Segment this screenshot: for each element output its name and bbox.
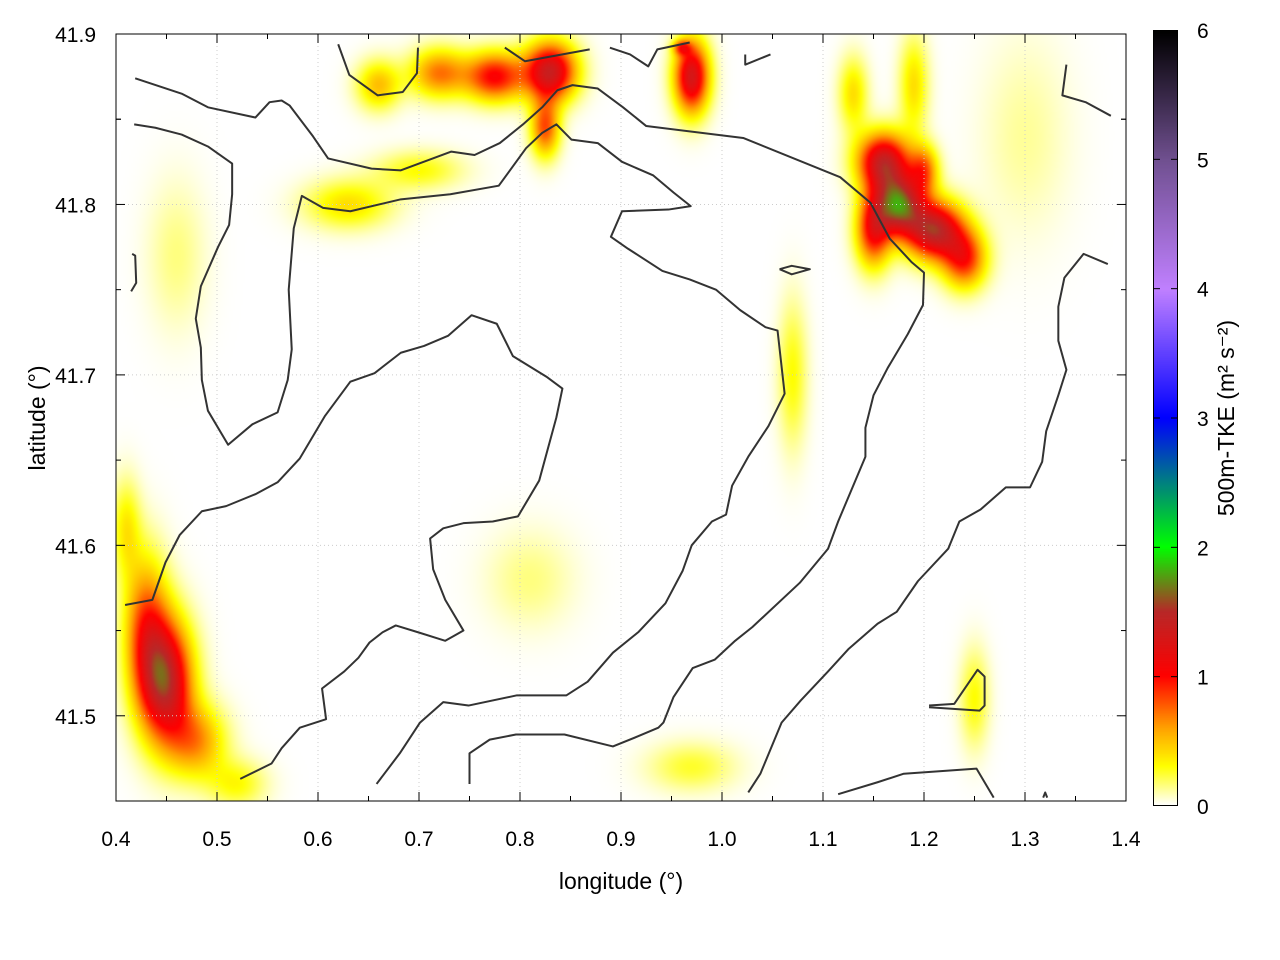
y-tick-label: 41.7 [55,365,96,388]
contour-line [744,53,771,66]
x-tick-label: 1.2 [909,828,938,851]
contour-line [837,767,995,799]
x-tick-label: 1.4 [1111,828,1141,851]
y-axis-label: latitude (°) [24,365,50,470]
y-tick-label: 41.9 [55,24,96,47]
colorbar-tick-label: 6 [1197,20,1209,43]
x-tick-label: 0.8 [505,828,534,851]
x-tick-label: 1.3 [1010,828,1039,851]
y-tick-label: 41.6 [55,535,96,558]
contour-line [609,41,690,68]
x-tick-label: 1.1 [808,828,837,851]
contour-line [1061,64,1112,117]
contour-line [124,314,564,780]
x-tick-label: 0.6 [303,828,332,851]
colorbar-tick-label: 4 [1197,279,1209,302]
colorbar-tick-label: 3 [1197,408,1209,431]
y-tick-label: 41.8 [55,194,96,217]
colorbar-tick-label: 2 [1197,537,1209,560]
y-tick-label: 41.5 [55,706,96,729]
x-tick-label: 0.4 [101,828,131,851]
contour-line [134,123,786,785]
contour-line [1042,791,1049,798]
contour-line [504,46,590,63]
contour-line [134,77,925,784]
contour-line [779,264,811,276]
colorbar-tick-label: 5 [1197,149,1209,172]
colorbar-tick-label: 0 [1197,796,1209,819]
colorbar-label: 500m-TKE (m² s⁻²) [1213,320,1239,516]
x-tick-label: 1.0 [707,828,736,851]
contour-line [130,253,138,292]
x-tick-label: 0.5 [202,828,231,851]
x-tick-label: 0.7 [404,828,433,851]
x-axis-label: longitude (°) [559,868,683,894]
plot-frame [115,33,1127,802]
x-tick-label: 0.9 [606,828,635,851]
contour-line [928,668,986,712]
colorbar-tick-label: 1 [1197,667,1209,690]
contour-line [337,43,419,97]
contour-line [747,252,1109,794]
